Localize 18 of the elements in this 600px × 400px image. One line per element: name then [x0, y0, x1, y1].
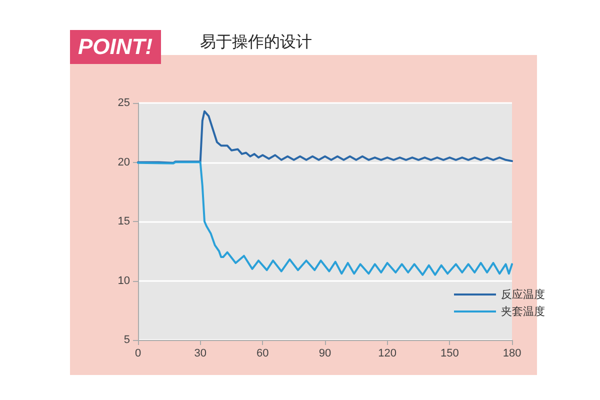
y-tick-label: 25 — [118, 97, 130, 109]
y-tick-label: 5 — [124, 334, 130, 346]
x-tick-label: 180 — [502, 348, 522, 360]
x-tick-label: 60 — [256, 348, 269, 360]
x-tick-label: 90 — [318, 348, 332, 360]
x-tick-label: 30 — [194, 348, 206, 360]
line-series — [137, 110, 513, 164]
line-series — [137, 161, 513, 276]
x-tick-label: 0 — [134, 348, 142, 360]
legend-label: 反应温度 — [501, 288, 545, 301]
x-tick-label: 150 — [440, 348, 459, 360]
chart-title: 易于操作的设计 — [200, 31, 312, 53]
y-tick-label: 20 — [118, 156, 130, 168]
x-tick-label: 120 — [378, 348, 397, 360]
legend-label: 夹套温度 — [501, 305, 545, 318]
text: POINT! — [70, 30, 161, 64]
y-tick-label: 15 — [118, 216, 130, 228]
y-tick-label: 10 — [118, 274, 130, 287]
